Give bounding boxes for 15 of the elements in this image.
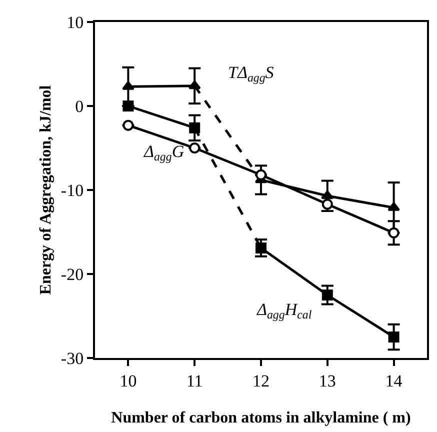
y-tick-label: -20 <box>60 264 84 284</box>
x-tick-label: 12 <box>252 371 270 390</box>
y-tick-label: -30 <box>60 348 84 368</box>
x-tick-label: 13 <box>318 371 336 390</box>
x-tick-label: 10 <box>120 371 137 390</box>
x-tick-label: 14 <box>385 371 403 390</box>
y-tick-label: 10 <box>66 12 84 32</box>
y-tick-label: -10 <box>60 180 84 200</box>
y-axis-title: Energy of Aggregation, kJ/mol <box>37 84 54 295</box>
annotation: TΔ$_{agg}$S <box>228 63 274 85</box>
annotation: Δ$_{agg}$H$_{cal}$ <box>256 300 312 322</box>
x-axis-title: Number of carbon atoms in alkylamine ( m) <box>111 410 411 427</box>
annotation: Δ$_{agg}$G <box>143 142 184 164</box>
y-tick-label: 0 <box>75 96 84 116</box>
x-tick-label: 11 <box>186 371 203 390</box>
